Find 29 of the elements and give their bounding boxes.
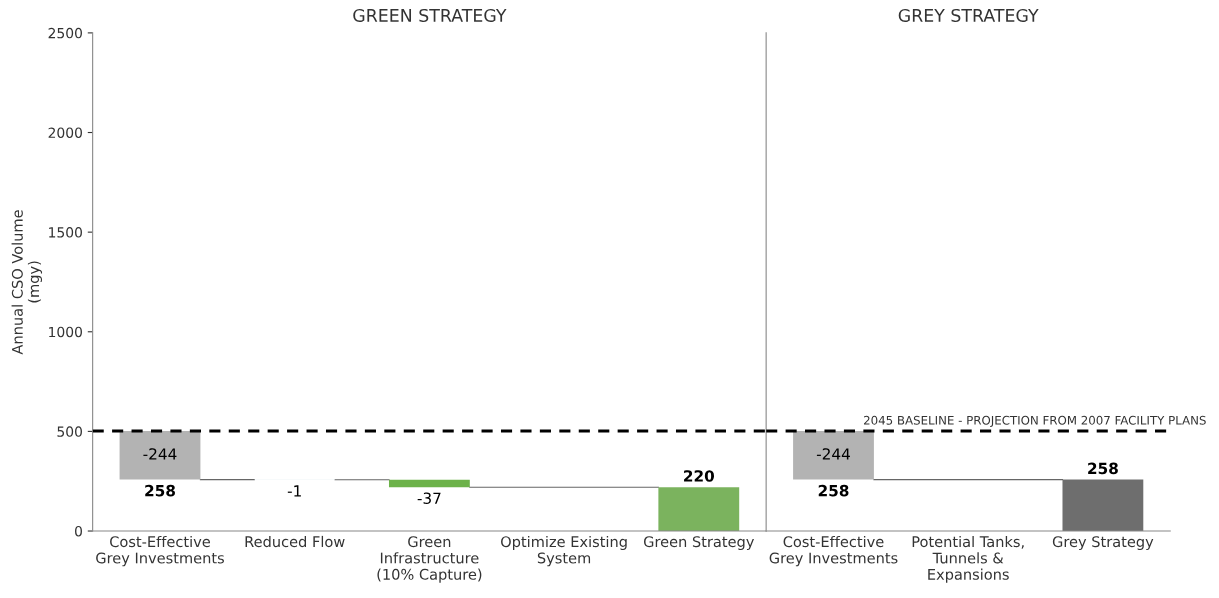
y-tick-label: 1000 <box>49 326 82 338</box>
y-tick-label: 500 <box>57 426 82 437</box>
x-tick-label: Cost-Effective Grey Investments <box>96 535 224 567</box>
x-tick-label: Reduced Flow <box>245 535 345 548</box>
x-tick-label: Potential Tanks, Tunnels & Expansions <box>912 535 1024 583</box>
x-tick-label: Green Strategy <box>643 536 754 550</box>
x-tick-label: Green Infrastructure (10% Capture) <box>377 536 482 583</box>
y-tick-label: 0 <box>75 525 82 537</box>
data-label: 258 <box>1088 462 1118 475</box>
y-tick-label: 2000 <box>48 127 82 138</box>
bar <box>119 431 201 480</box>
chart-title: GREEN STRATEGY <box>353 8 507 23</box>
data-label: 220 <box>684 470 715 482</box>
x-tick-label: Cost-Effective Grey Investments <box>769 535 898 567</box>
x-tick-label: Grey Strategy <box>1052 536 1154 550</box>
annotation: 258 <box>818 484 849 497</box>
data-label: -244 <box>816 448 850 460</box>
chart-title: GREY STRATEGY <box>898 8 1039 23</box>
y-tick-label: 2500 <box>48 27 82 39</box>
x-tick-label: Optimize Existing System <box>501 535 627 567</box>
ref-line-label: 2045 BASELINE - PROJECTION FROM 2007 FACILITY PLANS <box>863 415 1206 427</box>
annotation: 258 <box>145 484 175 497</box>
data-label: -244 <box>143 448 177 460</box>
data-label: -1 <box>287 485 301 497</box>
data-label: -37 <box>417 492 441 504</box>
bar <box>388 479 470 488</box>
bar <box>658 487 740 532</box>
y-axis-title: Annual CSO Volume (mgy) <box>11 210 43 355</box>
y-tick-label: 1500 <box>49 227 82 238</box>
